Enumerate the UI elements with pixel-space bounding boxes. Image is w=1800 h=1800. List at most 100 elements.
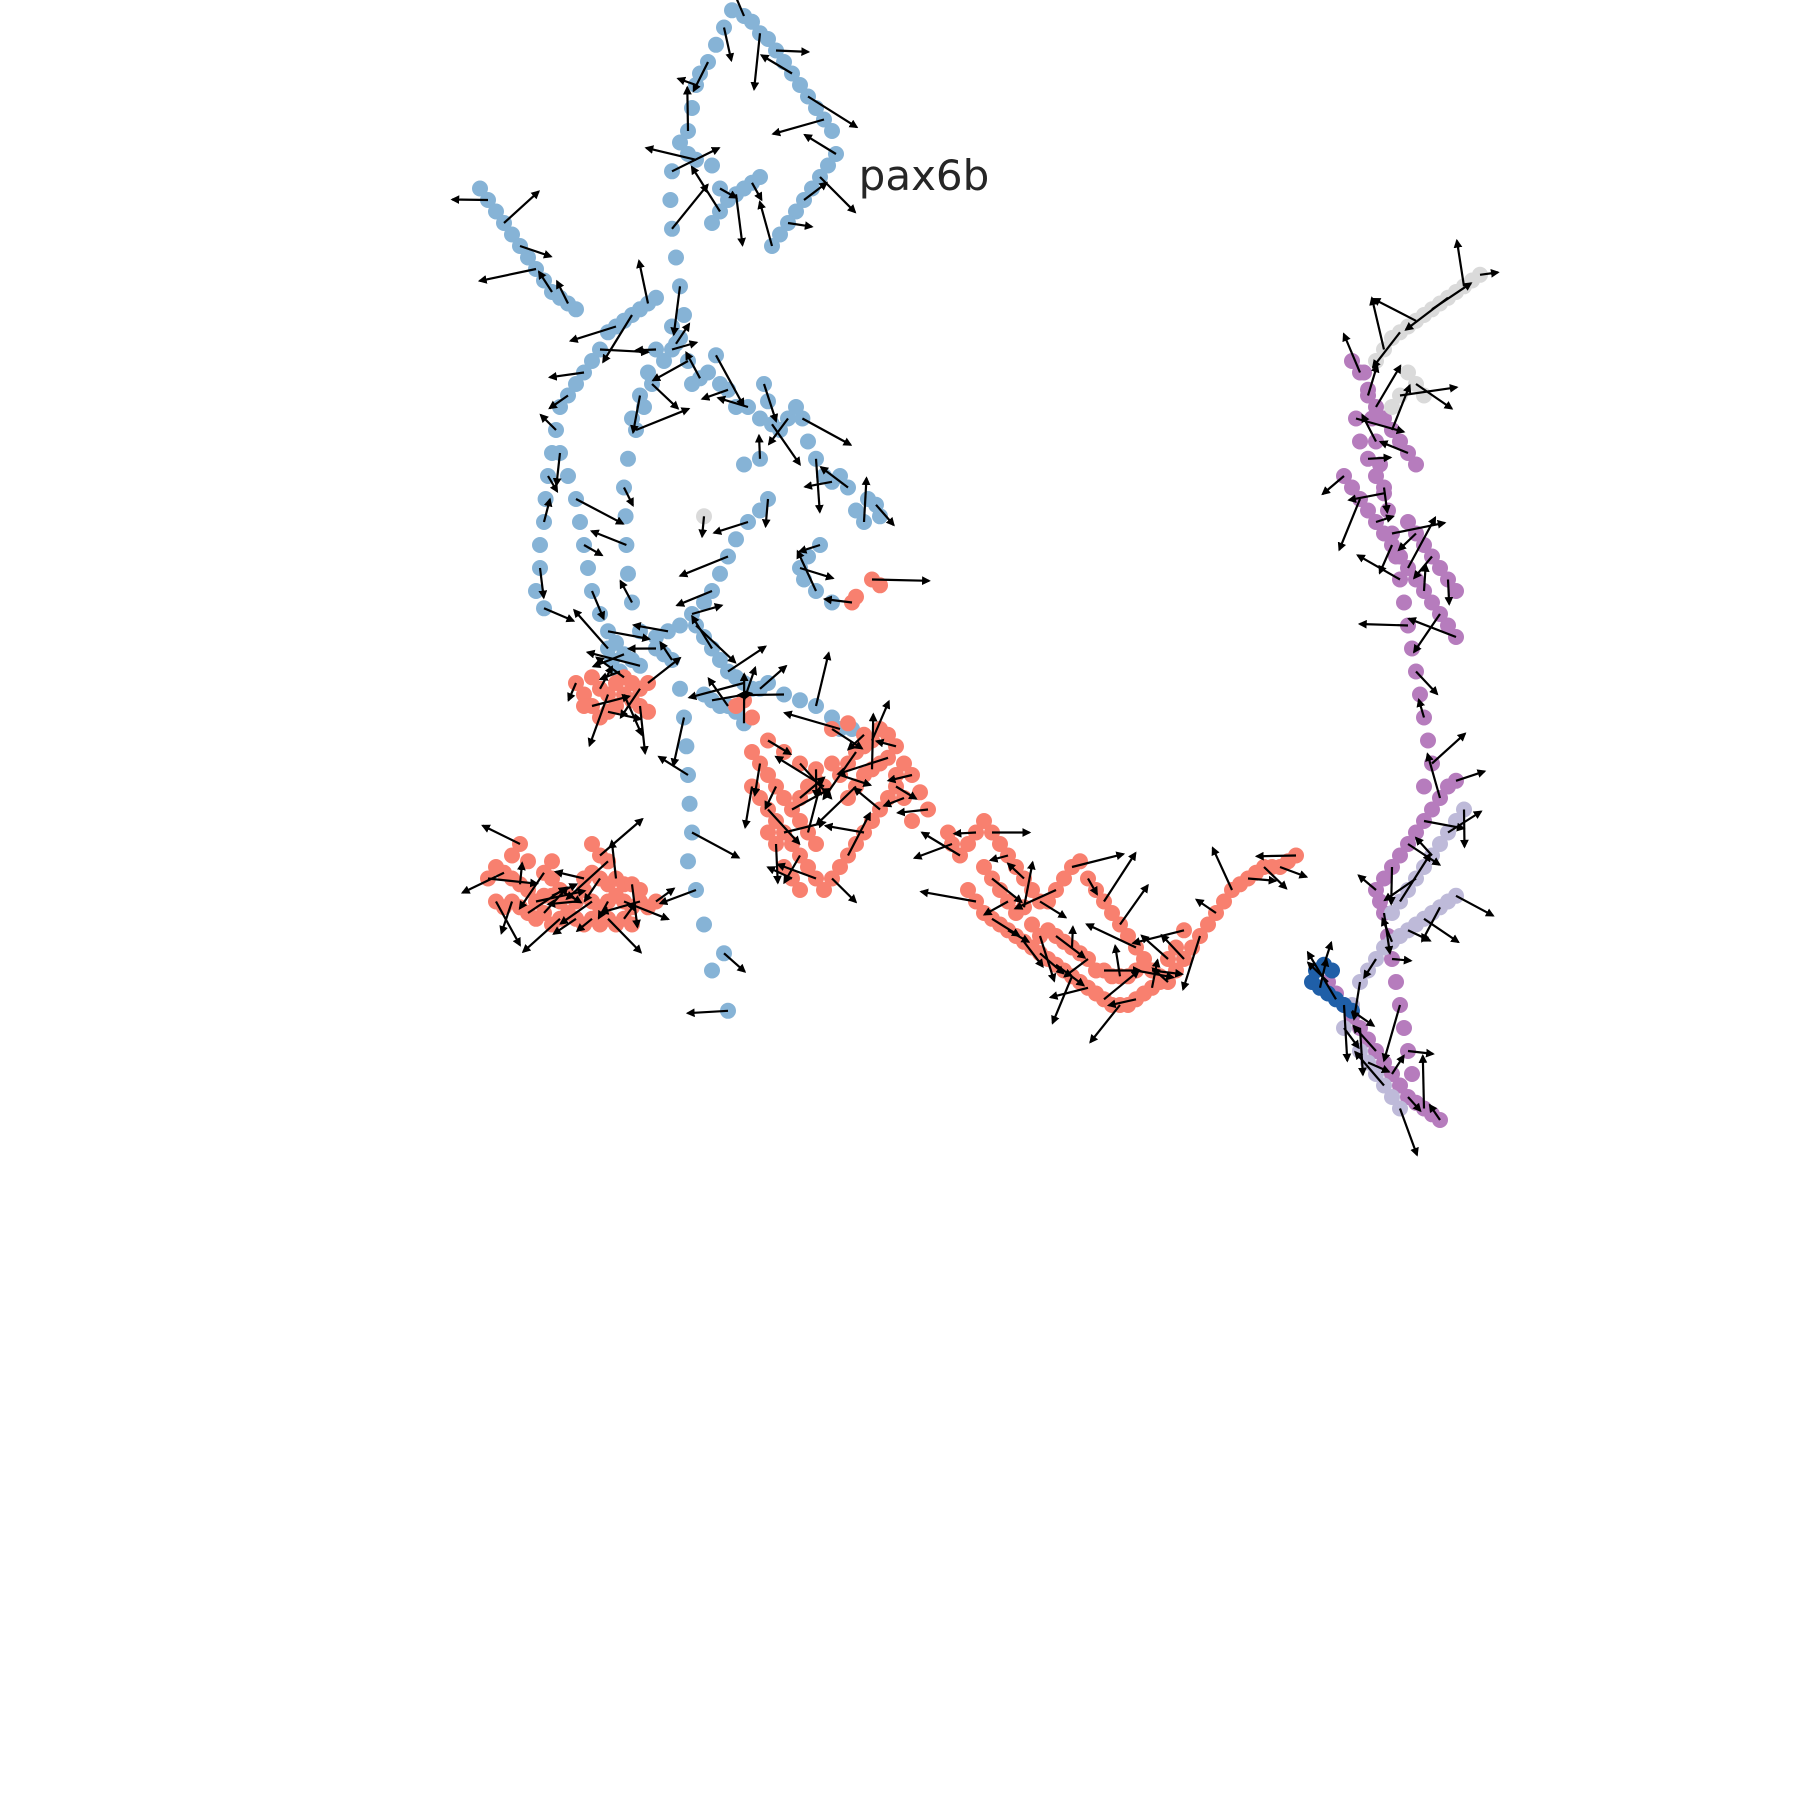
velocity-arrow [759, 664, 788, 690]
velocity-arrow [589, 529, 627, 547]
cell-point [560, 468, 576, 484]
velocity-arrow [751, 763, 762, 797]
velocity-arrow [552, 917, 577, 935]
cell-point [940, 824, 956, 841]
velocity-arrow [847, 811, 871, 857]
velocity-arrow [1263, 866, 1288, 890]
cell-point [1408, 456, 1424, 473]
cell-point [976, 813, 992, 829]
cell-point [840, 790, 856, 806]
cell-point [800, 859, 816, 875]
cell-point [584, 669, 600, 686]
velocity-arrow [759, 54, 793, 75]
velocity-arrow [1013, 888, 1057, 910]
velocity-arrow [1211, 846, 1233, 891]
velocity-arrow [481, 824, 521, 845]
cell-point [1416, 778, 1432, 795]
velocity-arrow [1431, 732, 1467, 765]
velocity-arrow [499, 901, 514, 935]
velocity-arrow [1371, 331, 1401, 369]
velocity-arrow [583, 877, 601, 903]
velocity-arrow [573, 608, 609, 650]
velocity-arrow [1381, 1004, 1402, 1063]
cell-point [832, 468, 848, 484]
cell-point [824, 123, 840, 139]
velocity-arrow [1397, 532, 1417, 552]
chart-title: pax6b [859, 151, 990, 200]
velocity-arrow [521, 917, 561, 954]
velocity-arrow [543, 886, 569, 914]
velocity-arrow [1444, 579, 1454, 606]
velocity-arrow [675, 322, 691, 345]
cell-point [1344, 479, 1360, 496]
velocity-arrow [655, 887, 676, 903]
velocity-arrow [723, 952, 747, 973]
velocity-arrow [1391, 1054, 1405, 1075]
velocity-arrow [1460, 809, 1469, 849]
velocity-arrow [1386, 866, 1396, 906]
velocity-arrow [602, 314, 633, 364]
velocity-arrow [852, 787, 881, 811]
cell-point [1168, 939, 1184, 956]
velocity-arrow [1160, 933, 1185, 960]
velocity-arrow [831, 877, 858, 904]
velocity-arrow [1357, 874, 1377, 891]
velocity-arrow [868, 712, 878, 770]
cell-point [1376, 870, 1392, 887]
velocity-arrow [675, 589, 713, 607]
cell-point [1024, 916, 1040, 933]
cell-point [760, 31, 776, 47]
velocity-arrow [1068, 925, 1077, 948]
velocity-arrow [651, 383, 680, 410]
velocity-arrow [1087, 877, 1098, 896]
velocity-arrow [622, 694, 644, 737]
velocity-arrow [539, 413, 557, 431]
velocity-arrow [691, 831, 741, 859]
velocity-arrow [1111, 944, 1122, 977]
velocity-arrow [599, 817, 644, 857]
velocity-arrow [670, 286, 682, 337]
velocity-arrow [988, 854, 1009, 863]
velocity-arrow [587, 694, 610, 748]
velocity-arrow [607, 918, 643, 954]
velocity-arrow [683, 85, 692, 132]
velocity-arrow [657, 755, 689, 776]
velocity-arrow [599, 665, 614, 690]
velocity-arrow [787, 221, 814, 230]
velocity-arrow [719, 187, 738, 199]
velocity-arrow [1355, 417, 1406, 435]
velocity-arrow [553, 869, 585, 880]
velocity-arrow [799, 776, 826, 799]
velocity-arrow [556, 279, 569, 304]
velocity-arrow [1390, 383, 1412, 431]
velocity-arrow [822, 751, 857, 801]
velocity-arrow [698, 516, 708, 539]
velocity-arrow [1347, 492, 1385, 504]
velocity-arrow [1055, 935, 1087, 959]
velocity-arrow [871, 576, 931, 586]
velocity-arrow [1399, 383, 1459, 397]
velocity-arrow [896, 807, 929, 817]
velocity-arrow [882, 796, 905, 808]
velocity-arrow [575, 917, 593, 933]
velocity-arrow [1382, 487, 1391, 515]
velocity-arrow [638, 705, 649, 756]
velocity-arrow [1006, 862, 1025, 880]
velocity-arrow [1421, 906, 1441, 943]
velocity-arrow [762, 383, 779, 423]
velocity-arrow [583, 544, 604, 557]
cell-point [800, 433, 816, 450]
velocity-arrow [1404, 296, 1449, 331]
cell-point [808, 836, 824, 852]
cell-point [744, 13, 760, 30]
velocity-arrow [766, 866, 793, 880]
velocity-arrow [1407, 1048, 1435, 1058]
cell-point [1324, 962, 1340, 979]
cell-point [1216, 893, 1232, 910]
cell-point [1404, 1066, 1420, 1082]
velocity-arrow [1103, 851, 1137, 903]
velocity-arrow [631, 622, 669, 633]
velocity-arrow [814, 651, 832, 707]
velocity-arrow [761, 498, 771, 529]
cell-point [792, 692, 808, 709]
